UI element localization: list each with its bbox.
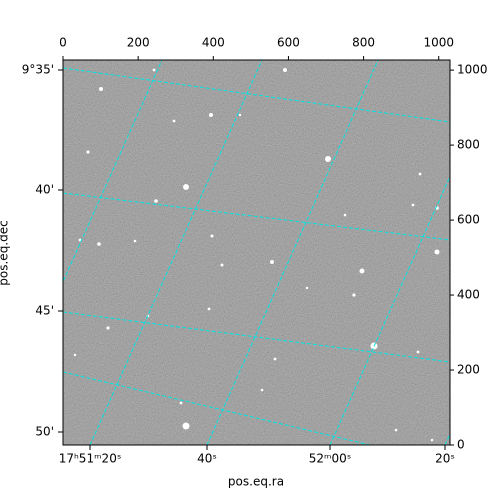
- dec-label: 40': [35, 183, 54, 197]
- y-tick-label: 600: [457, 213, 480, 227]
- dec-label: 45': [35, 304, 54, 318]
- x-axis-label: pos.eq.ra: [228, 475, 284, 489]
- y-axis-label: pos.eq.dec: [0, 220, 11, 285]
- coordinate-grid: [63, 60, 450, 445]
- x-tick-label: 0: [59, 36, 67, 50]
- x-tick-label: 600: [277, 36, 300, 50]
- sky-image: [63, 60, 450, 445]
- frame: [62, 59, 451, 446]
- y-tick-label: 400: [457, 288, 480, 302]
- x-tick-label: 400: [202, 36, 225, 50]
- ra-label: 40ˢ: [197, 452, 217, 466]
- ra-label: 52ᵐ00ˢ: [309, 452, 352, 466]
- stars: [73, 68, 440, 442]
- x-tick-label: 200: [127, 36, 150, 50]
- dec-label: 9°35': [22, 63, 54, 77]
- ra-label: 20ˢ: [435, 452, 455, 466]
- y-tick-label: 0: [457, 438, 465, 452]
- x-tick-label: 800: [352, 36, 375, 50]
- y-tick-label: 800: [457, 138, 480, 152]
- x-tick-label: 1000: [423, 36, 454, 50]
- wcs-ticks: [58, 69, 446, 450]
- dec-label: 50': [35, 425, 54, 439]
- y-tick-label: 1000: [457, 63, 488, 77]
- ra-label: 17ʰ51ᵐ20ˢ: [59, 452, 122, 466]
- y-tick-label: 200: [457, 363, 480, 377]
